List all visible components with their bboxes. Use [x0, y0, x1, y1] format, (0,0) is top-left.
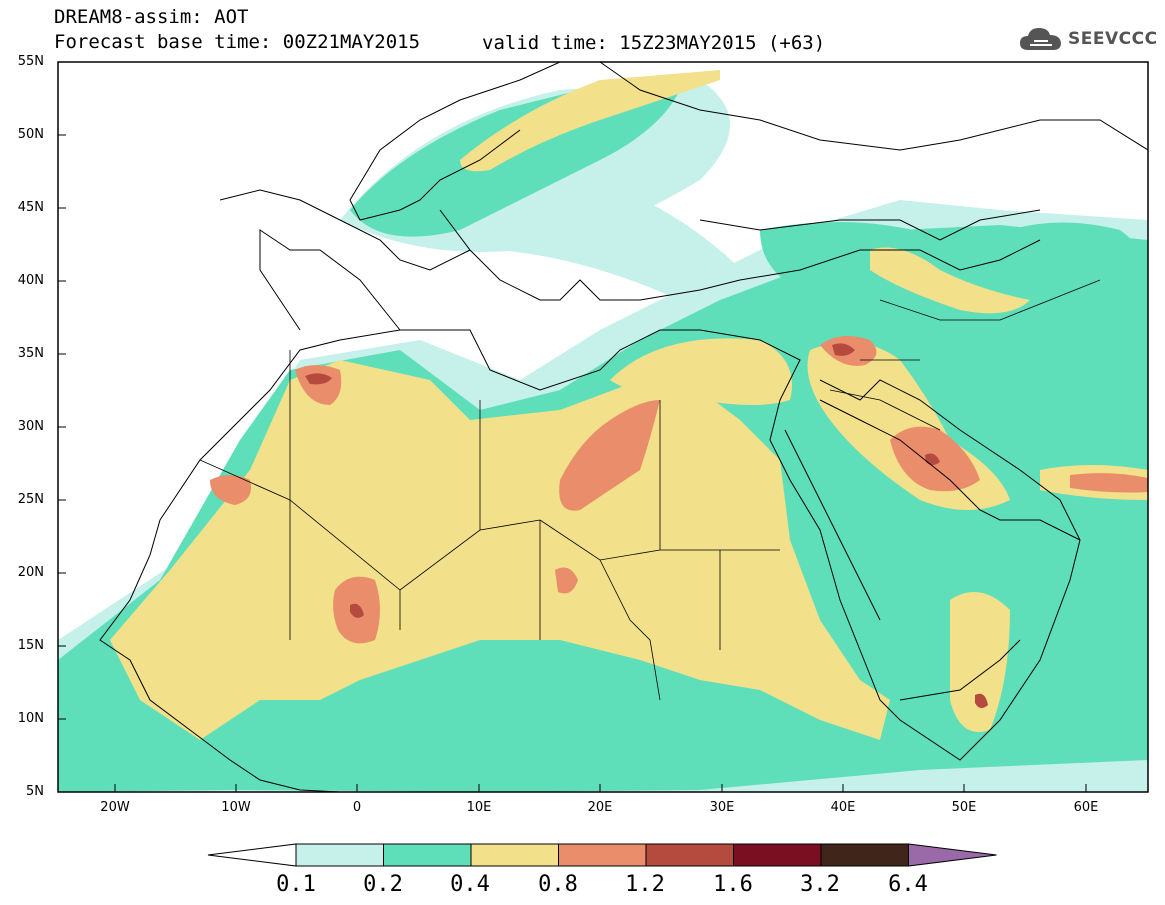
lat-label-50n: 50N — [17, 127, 44, 142]
lon-label-0: 0 — [352, 800, 362, 815]
lat-label-20n: 20N — [17, 565, 44, 580]
colorbar-label: 3.2 — [800, 872, 840, 897]
lat-label-25n: 25N — [17, 492, 44, 507]
colorbar-label: 0.8 — [538, 872, 578, 897]
lat-label-30n: 30N — [17, 419, 44, 434]
lat-label-35n: 35N — [17, 346, 44, 361]
lon-label-30e: 30E — [709, 800, 735, 815]
map-title: DREAM8-assim: AOT — [54, 6, 249, 28]
colorbar-label: 0.4 — [450, 872, 490, 897]
lon-label-10e: 10E — [466, 800, 492, 815]
lat-label-15n: 15N — [17, 638, 44, 653]
lon-label-20e: 20E — [587, 800, 613, 815]
lat-label-5n: 5N — [26, 784, 44, 799]
lat-label-40n: 40N — [17, 273, 44, 288]
country-borders — [199, 279, 1101, 701]
colorbar-label: 0.1 — [276, 872, 316, 897]
lat-label-10n: 10N — [17, 711, 44, 726]
valid-time: valid time: 15Z23MAY2015 (+63) — [482, 32, 826, 54]
cloud-icon — [1020, 28, 1061, 50]
seevccc-logo: SEEVCCC — [1018, 24, 1158, 54]
lat-label-45n: 45N — [17, 200, 44, 215]
colorbar-label: 0.2 — [363, 872, 403, 897]
axis-ticks — [58, 61, 1087, 793]
lon-label-40e: 40E — [830, 800, 856, 815]
logo-text: SEEVCCC — [1068, 29, 1158, 49]
aot-map — [57, 61, 1149, 793]
forecast-base-time: Forecast base time: 00Z21MAY2015 — [54, 31, 421, 53]
coastlines — [99, 62, 1148, 792]
lon-label-10w: 10W — [221, 800, 251, 815]
lon-label-20w: 20W — [100, 800, 130, 815]
lon-label-50e: 50E — [951, 800, 977, 815]
lon-label-60e: 60E — [1073, 800, 1099, 815]
colorbar-label: 6.4 — [888, 872, 928, 897]
colorbar-label: 1.6 — [713, 872, 753, 897]
lat-label-55n: 55N — [17, 54, 44, 69]
colorbar-label: 1.2 — [625, 872, 665, 897]
